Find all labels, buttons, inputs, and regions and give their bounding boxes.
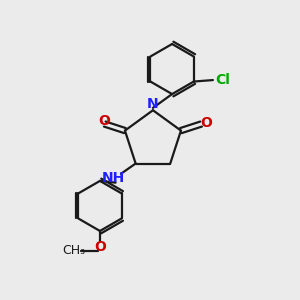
Text: O: O [98,113,110,128]
Text: O: O [200,116,212,130]
Text: NH: NH [101,171,124,184]
Text: O: O [94,240,106,254]
Text: CH₃: CH₃ [62,244,86,257]
Text: N: N [147,97,159,111]
Text: Cl: Cl [215,73,230,87]
